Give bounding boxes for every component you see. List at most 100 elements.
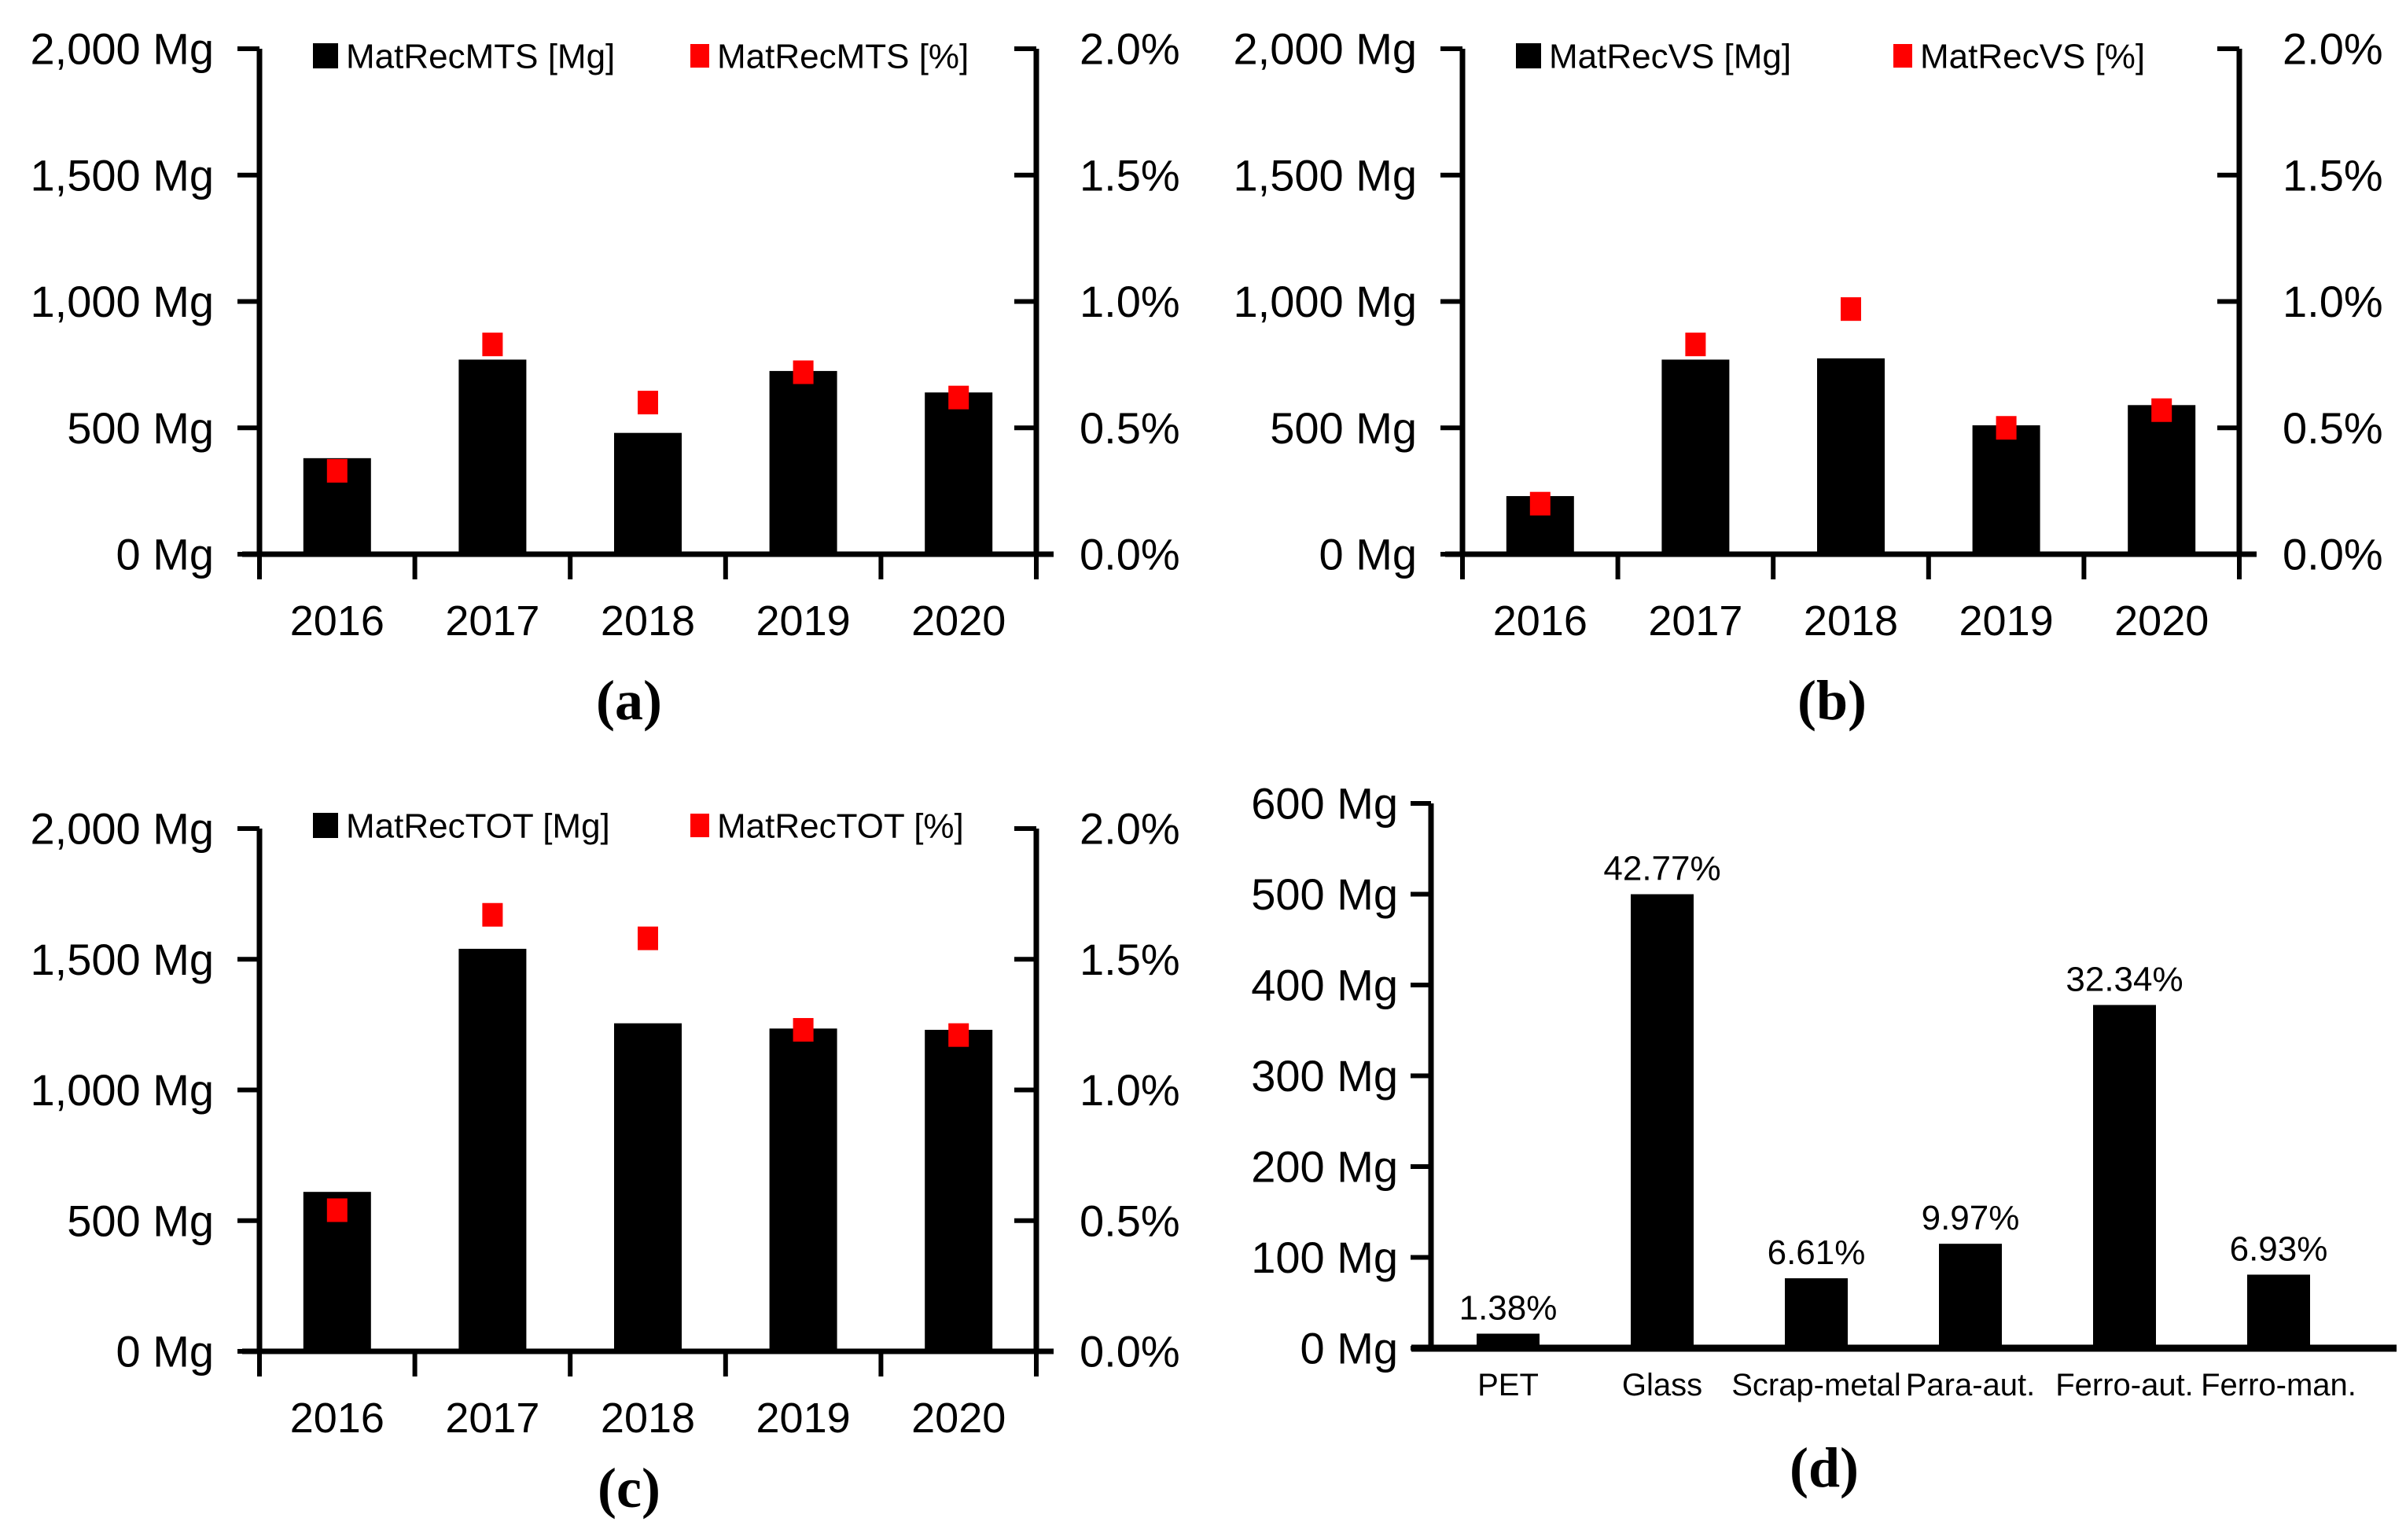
chart-d: 600 Mg 500 Mg 400 Mg 300 Mg 200 Mg 100 Mg 0 Mg… (1251, 779, 2397, 1499)
bar-pct-label-Para-aut.: 9.97% (1922, 1199, 2020, 1237)
y-axis-right-label: 1.5% (1080, 150, 1180, 200)
x-axis-label-2017: 2017 (1648, 597, 1742, 645)
bar-b-2020 (2128, 405, 2196, 554)
marker-b-2016 (1529, 491, 1551, 516)
y-axis-left-label: 200 Mg (1251, 1142, 1398, 1192)
marker-a-2019 (793, 360, 814, 384)
bar-a-2020 (925, 392, 993, 554)
y-axis-left-label: 600 Mg (1251, 779, 1398, 829)
marker-a-2018 (638, 391, 658, 415)
marker-c-2016 (326, 1198, 348, 1222)
x-axis-label-2019: 2019 (1959, 597, 2054, 645)
bar-b-2018 (1817, 358, 1885, 554)
marker-b-2017 (1685, 333, 1706, 357)
y-axis-left-label: 2,000 Mg (1234, 24, 1418, 74)
caption-b: (b) (1797, 669, 1867, 732)
legend-swatch-pct-icon (1893, 44, 1912, 68)
chart-c: 2,000 Mg 2.0% 1,500 Mg 1.5% 1,000 Mg 1.0% 500 … (31, 804, 1180, 1520)
y-axis-left-label: 1,500 Mg (1234, 150, 1418, 200)
bar-d-Ferro-man. (2247, 1274, 2310, 1348)
y-axis-right-label: 1.5% (1080, 935, 1180, 984)
x-axis-label-Ferro-aut.: Ferro-aut. (2055, 1368, 2194, 1402)
y-axis-left-label: 100 Mg (1251, 1233, 1398, 1282)
marker-a-2017 (482, 333, 503, 357)
y-axis-right-label: 0.0% (1080, 1327, 1180, 1376)
y-axis-left-label: 0 Mg (116, 530, 215, 579)
bar-c-2020 (925, 1030, 993, 1351)
legend-swatch-pct-icon (690, 44, 709, 68)
y-axis-left-label: 300 Mg (1251, 1051, 1398, 1101)
x-axis-label-2019: 2019 (756, 597, 851, 645)
bar-pct-label-Ferro-aut.: 32.34% (2066, 960, 2183, 998)
y-axis-right-label: 0.5% (1080, 1196, 1180, 1245)
legend-label-mg: MatRecVS [Mg] (1549, 37, 1791, 75)
x-axis-label-2017: 2017 (445, 597, 539, 645)
y-axis-left-label: 2,000 Mg (31, 804, 215, 854)
legend-label-mg: MatRecMTS [Mg] (346, 37, 615, 75)
bar-d-Para-aut. (1939, 1244, 2002, 1348)
y-axis-right-label: 2.0% (1080, 24, 1180, 74)
marker-c-2018 (638, 926, 658, 950)
y-axis-left-label: 400 Mg (1251, 961, 1398, 1010)
bar-a-2019 (769, 370, 837, 554)
legend-swatch-pct-icon (690, 814, 709, 837)
marker-c-2019 (793, 1018, 814, 1042)
y-axis-left-label: 0 Mg (1319, 530, 1418, 579)
x-axis-label-2019: 2019 (756, 1395, 851, 1442)
y-axis-left-label: 500 Mg (1251, 869, 1398, 919)
y-axis-left-label: 1,000 Mg (31, 1065, 215, 1115)
x-axis-label-2016: 2016 (290, 1395, 384, 1442)
y-axis-left-label: 0 Mg (1300, 1324, 1399, 1373)
bar-d-Scrap-metal (1785, 1278, 1848, 1348)
y-axis-right-label: 2.0% (2283, 24, 2383, 74)
bar-c-2018 (614, 1023, 682, 1351)
caption-d: (d) (1790, 1436, 1859, 1499)
bar-b-2019 (1972, 425, 2040, 554)
legend-label-pct: MatRecTOT [%] (717, 807, 964, 845)
y-axis-left-label: 0 Mg (116, 1327, 215, 1376)
y-axis-right-label: 0.0% (2283, 530, 2383, 579)
bar-d-Ferro-aut. (2093, 1005, 2156, 1348)
chart-b: 2,000 Mg 2.0% 1,500 Mg 1.5% 1,000 Mg 1.0% 500 … (1234, 24, 2383, 732)
x-axis-label-Ferro-man.: Ferro-man. (2201, 1368, 2356, 1402)
y-axis-right-label: 1.0% (2283, 277, 2383, 326)
x-axis-label-PET: PET (1477, 1368, 1539, 1402)
y-axis-right-label: 1.5% (2283, 150, 2383, 200)
bar-d-Glass (1631, 894, 1694, 1348)
x-axis-label-Para-aut.: Para-aut. (1906, 1368, 2036, 1402)
y-axis-left-label: 1,500 Mg (31, 150, 215, 200)
x-axis-label-2018: 2018 (601, 597, 695, 645)
legend-swatch-mg-icon (1516, 43, 1541, 68)
x-axis-label-2018: 2018 (601, 1395, 695, 1442)
bar-b-2017 (1661, 359, 1730, 554)
bar-pct-label-Scrap-metal: 6.61% (1768, 1233, 1866, 1272)
bar-d-PET (1477, 1333, 1540, 1348)
marker-a-2016 (326, 458, 348, 483)
bar-pct-label-Ferro-man.: 6.93% (2230, 1229, 2328, 1268)
y-axis-right-label: 1.0% (1080, 277, 1180, 326)
y-axis-right-label: 0.5% (1080, 403, 1180, 453)
x-axis-label-2020: 2020 (2114, 597, 2209, 645)
y-axis-left-label: 500 Mg (1270, 403, 1417, 453)
marker-a-2020 (948, 385, 969, 410)
x-axis-label-2017: 2017 (445, 1395, 539, 1442)
bar-a-2017 (458, 359, 527, 554)
y-axis-right-label: 0.0% (1080, 530, 1180, 579)
y-axis-left-label: 500 Mg (67, 1196, 214, 1245)
caption-c: (c) (598, 1457, 660, 1520)
legend-label-pct: MatRecVS [%] (1920, 37, 2145, 75)
y-axis-left-label: 1,000 Mg (31, 277, 215, 326)
y-axis-left-label: 1,000 Mg (1234, 277, 1418, 326)
x-axis-label-2018: 2018 (1804, 597, 1898, 645)
y-axis-right-label: 0.5% (2283, 403, 2383, 453)
marker-c-2020 (948, 1023, 969, 1047)
bar-pct-label-Glass: 42.77% (1603, 850, 1720, 888)
x-axis-label-2020: 2020 (911, 597, 1006, 645)
bar-c-2019 (769, 1028, 837, 1351)
x-axis-label-2016: 2016 (290, 597, 384, 645)
bar-c-2017 (458, 948, 527, 1351)
bar-pct-label-PET: 1.38% (1459, 1289, 1558, 1328)
y-axis-left-label: 2,000 Mg (31, 24, 215, 74)
